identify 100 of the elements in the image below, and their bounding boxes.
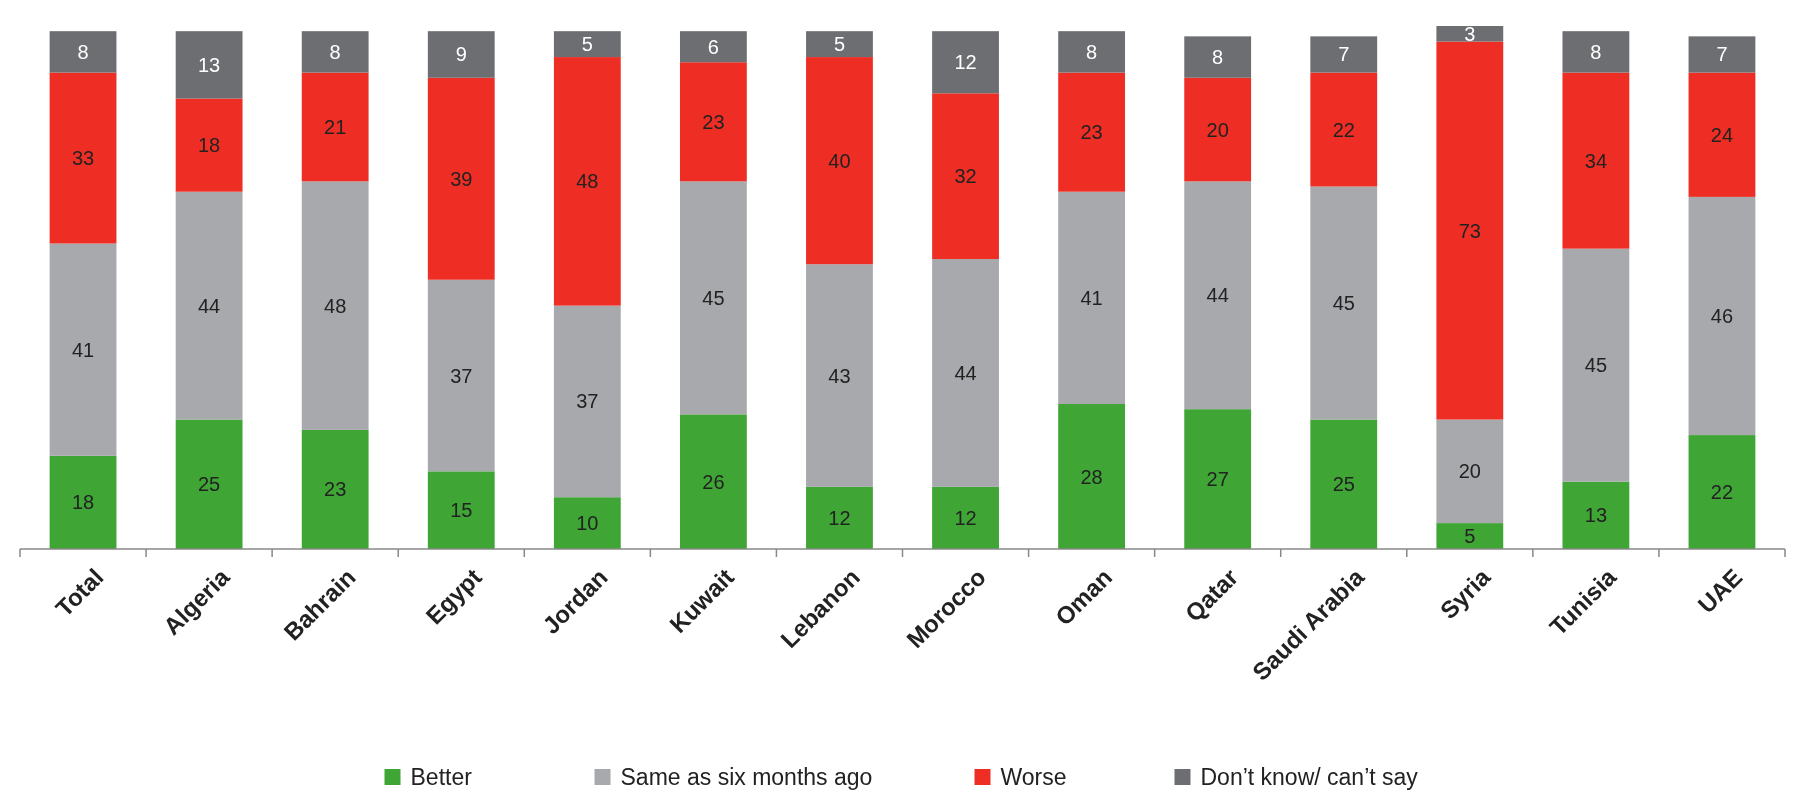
data-label: 39: [450, 167, 473, 190]
bar: [806, 486, 873, 549]
data-label: 8: [1212, 46, 1224, 69]
bar: [301, 72, 369, 182]
bar: [1310, 419, 1378, 549]
data-label: 26: [702, 470, 725, 493]
bar: [553, 497, 621, 549]
bar: [932, 31, 999, 94]
bar: [1688, 36, 1756, 73]
data-label: 22: [1332, 118, 1355, 141]
data-label: 23: [324, 478, 347, 501]
bar: [427, 77, 495, 280]
data-label: 48: [576, 170, 599, 193]
bar: [932, 259, 999, 487]
data-label: 13: [1584, 504, 1608, 527]
bar: [1310, 186, 1378, 420]
bar: [806, 57, 873, 265]
bar: [175, 98, 243, 192]
bar: [1436, 523, 1504, 549]
bar: [1688, 196, 1756, 436]
bar: [1184, 36, 1252, 78]
bar: [49, 72, 117, 244]
bar: [1058, 31, 1126, 73]
bar: [932, 93, 999, 260]
bar: [301, 181, 369, 430]
data-label: 37: [576, 390, 599, 413]
data-label: 25: [197, 473, 221, 496]
data-label: 20: [1458, 460, 1481, 483]
bar: [1562, 481, 1630, 549]
bar: [553, 31, 621, 58]
data-label: 7: [1338, 43, 1350, 66]
bar: [1562, 31, 1630, 73]
data-label: 12: [954, 51, 977, 74]
bar: [679, 31, 747, 63]
bar: [175, 191, 243, 420]
bar: [1184, 77, 1252, 182]
bar: [1436, 41, 1504, 420]
bar: [1688, 435, 1756, 549]
data-label: 5: [1464, 525, 1476, 548]
data-label: 43: [828, 364, 851, 387]
bar: [427, 31, 495, 78]
data-label: 12: [954, 506, 977, 529]
legend-label: Better: [410, 764, 473, 791]
bar: [175, 31, 243, 99]
data-label: 7: [1716, 43, 1728, 66]
data-label: 5: [833, 33, 846, 56]
bar: [301, 429, 369, 549]
data-label: 24: [1710, 123, 1734, 146]
data-label: 41: [1080, 286, 1103, 309]
data-label: 28: [1080, 465, 1103, 488]
data-label: 13: [197, 53, 221, 76]
bar: [1436, 419, 1504, 524]
bar: [679, 62, 747, 182]
bar: [1058, 404, 1126, 549]
bar: [49, 243, 117, 456]
data-label: 12: [828, 506, 851, 529]
data-label: 20: [1206, 118, 1229, 141]
bar: [1688, 72, 1756, 197]
bar: [553, 57, 621, 306]
bar: [679, 181, 747, 415]
data-label: 34: [1584, 149, 1608, 172]
legend-label: Same as six months ago: [620, 764, 873, 791]
data-label: 22: [1710, 481, 1734, 504]
data-label: 32: [954, 165, 977, 188]
data-label: 46: [1710, 304, 1734, 327]
data-label: 25: [1332, 473, 1355, 496]
bar: [1562, 72, 1630, 249]
data-label: 18: [197, 134, 221, 157]
bar: [1436, 26, 1504, 42]
data-label: 21: [324, 115, 347, 138]
bar: [427, 279, 495, 472]
data-label: 10: [576, 512, 599, 535]
data-label: 3: [1464, 22, 1476, 45]
bar: [1184, 409, 1252, 549]
data-label: 8: [1086, 40, 1098, 63]
data-label: 5: [581, 33, 593, 56]
bar: [1184, 181, 1252, 410]
data-label: 23: [702, 110, 725, 133]
data-label: 6: [707, 35, 719, 58]
bar: [679, 414, 747, 549]
data-label: 45: [702, 286, 725, 309]
data-label: 44: [1206, 284, 1229, 307]
bar: [427, 471, 495, 549]
data-label: 44: [197, 294, 221, 317]
data-label: 8: [1590, 40, 1602, 63]
bar: [1058, 191, 1126, 405]
bar: [553, 305, 621, 498]
data-label: 33: [71, 147, 95, 170]
data-label: 15: [450, 499, 473, 522]
legend-label: Worse: [1000, 764, 1067, 791]
data-label: 73: [1458, 219, 1481, 242]
legend-label: Don’t know/ can’t say: [1200, 764, 1419, 791]
data-label: 9: [455, 43, 467, 66]
bar: [49, 455, 117, 549]
data-label: 40: [828, 149, 851, 172]
data-label: 8: [77, 40, 89, 63]
bar: [1310, 72, 1378, 187]
bar: [1058, 72, 1126, 192]
data-label: 44: [954, 361, 977, 384]
data-label: 27: [1206, 468, 1229, 491]
